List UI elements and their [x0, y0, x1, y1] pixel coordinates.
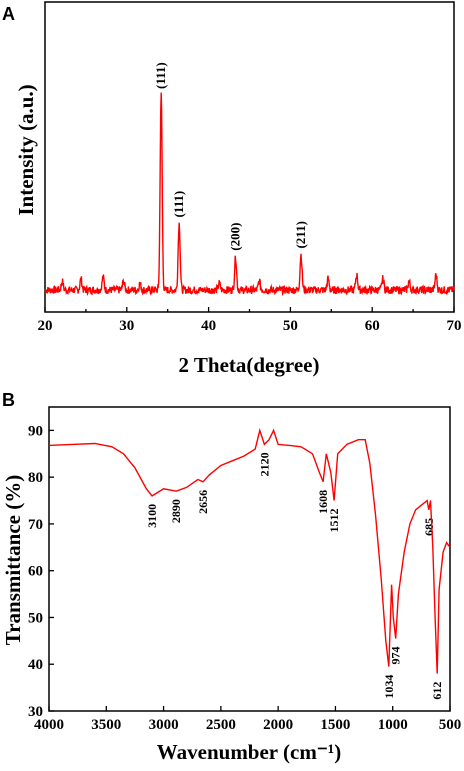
xrd-peak-label: (111) — [171, 191, 186, 218]
ftir-y-axis-title: Transmittance (%) — [1, 475, 25, 646]
ftir-y-axis: 30 40 50 60 70 80 90 — [28, 423, 54, 720]
ftir-peak-label: 1034 — [382, 675, 396, 699]
ftir-x-tick-label: 500 — [439, 717, 462, 733]
panel-label-b: B — [2, 390, 15, 410]
ftir-series-line — [48, 427, 451, 674]
ftir-y-tick-label: 60 — [28, 564, 43, 580]
xrd-x-axis-title: 2 Theta(degree) — [179, 353, 320, 377]
xrd-x-tick-label: 40 — [201, 318, 216, 334]
xrd-plot-frame — [44, 1, 455, 313]
ftir-y-tick-label: 80 — [28, 470, 43, 486]
xrd-x-tick-label: 50 — [283, 318, 298, 334]
ftir-peak-label: 612 — [430, 682, 444, 700]
ftir-y-tick-label: 70 — [28, 517, 43, 533]
ftir-peak-label: 2120 — [257, 452, 271, 476]
ftir-y-tick-label: 50 — [28, 610, 43, 626]
xrd-peak-labels: (111) (111) (200) (211) — [153, 62, 308, 250]
ftir-x-axis: 4000 3500 3000 2500 2000 1500 1000 500 — [34, 706, 461, 733]
ftir-peak-label: 1608 — [316, 490, 330, 514]
ftir-x-tick-label: 2000 — [263, 717, 293, 733]
ftir-peak-label: 685 — [422, 518, 436, 536]
ftir-y-tick-label: 90 — [28, 423, 43, 439]
xrd-series-line — [44, 92, 455, 297]
ftir-y-tick-label: 30 — [28, 704, 43, 720]
xrd-y-axis-title: Intensity (a.u.) — [14, 84, 38, 215]
ftir-x-tick-label: 3500 — [91, 717, 121, 733]
xrd-peak-label: (211) — [293, 221, 308, 248]
xrd-peak-label: (200) — [228, 223, 243, 251]
ftir-peak-label: 3100 — [145, 504, 159, 528]
ftir-y-tick-label: 40 — [28, 657, 43, 673]
ftir-x-tick-label: 1000 — [378, 717, 408, 733]
ftir-peak-label: 2656 — [196, 490, 210, 514]
xrd-peak-label: (111) — [153, 62, 168, 89]
ftir-peak-label: 974 — [389, 647, 403, 665]
ftir-x-tick-label: 4000 — [34, 717, 64, 733]
xrd-panel: A 20 30 40 50 60 70 (111) (111) (200) (211) Inte… — [2, 1, 462, 377]
ftir-x-tick-label: 3000 — [149, 717, 179, 733]
panel-label-a: A — [2, 4, 15, 24]
ftir-peak-label: 2890 — [169, 499, 183, 523]
ftir-panel: B 4000 3500 3000 2500 2000 1500 1000 500 30 40 50… — [1, 390, 461, 764]
ftir-peak-label: 1512 — [327, 509, 341, 533]
xrd-x-tick-label: 70 — [447, 318, 462, 334]
xrd-x-axis: 20 30 40 50 60 70 — [38, 307, 462, 334]
xrd-y-axis-title-text: Intensity (a.u.) — [14, 84, 38, 215]
ftir-x-axis-title: Wavenumber (cm⁻¹) — [157, 740, 341, 764]
ftir-plot-frame — [48, 406, 451, 712]
xrd-x-tick-label: 30 — [119, 318, 134, 334]
ftir-x-tick-label: 2500 — [206, 717, 236, 733]
xrd-x-tick-label: 20 — [38, 318, 53, 334]
ftir-x-tick-label: 1500 — [320, 717, 350, 733]
xrd-x-tick-label: 60 — [365, 318, 380, 334]
